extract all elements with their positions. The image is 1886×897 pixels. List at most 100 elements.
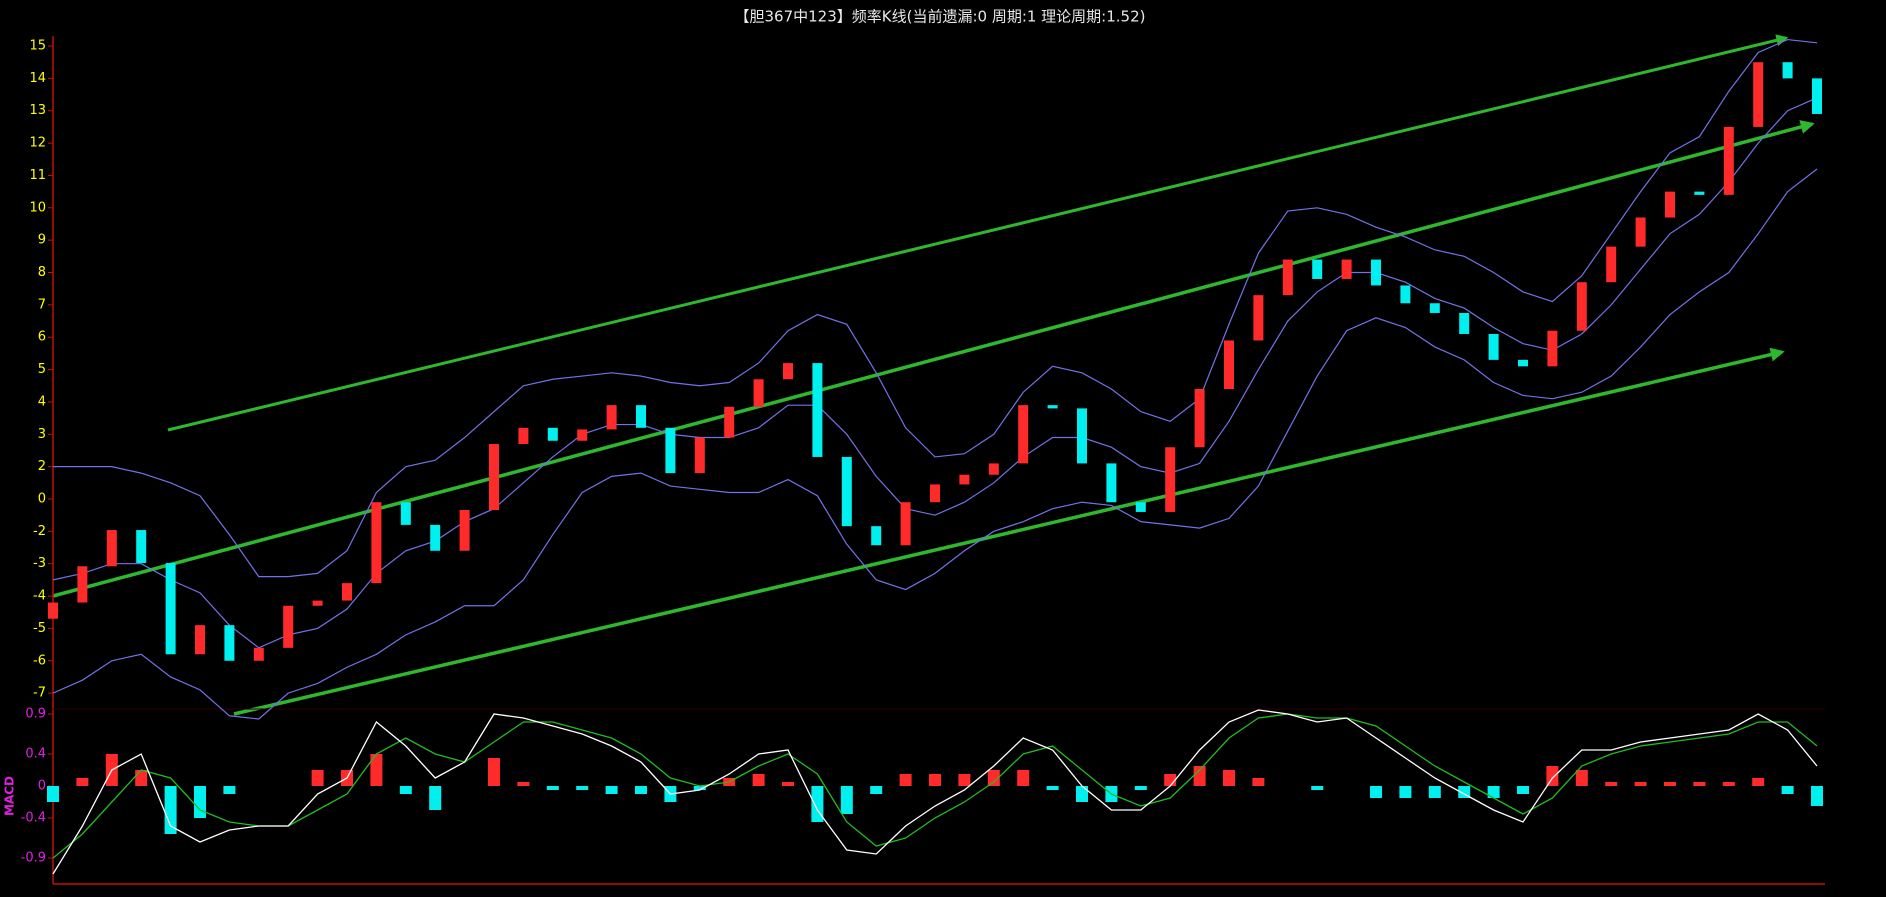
candle <box>1429 303 1440 313</box>
y-tick-label: 9 <box>38 233 46 248</box>
y-tick-label: 13 <box>29 103 46 118</box>
macd-bar <box>546 786 559 790</box>
candle <box>459 509 470 551</box>
trend-arrow <box>233 347 1785 716</box>
candle <box>1341 259 1352 279</box>
candle <box>400 502 411 525</box>
macd-bar <box>1017 770 1030 786</box>
candle <box>665 427 676 474</box>
macd-bar <box>517 782 530 786</box>
dif-line <box>52 709 1818 875</box>
dea-line <box>52 713 1818 859</box>
candle <box>577 429 588 441</box>
bollinger-middle <box>52 97 1818 649</box>
candle <box>1547 330 1558 367</box>
candle <box>1135 502 1146 512</box>
y-tick-label: 6 <box>38 330 46 345</box>
macd-bar <box>223 786 236 794</box>
candle <box>1194 388 1205 448</box>
macd-bar <box>693 786 706 790</box>
candle <box>312 600 323 606</box>
macd-bar <box>1575 770 1588 786</box>
candle <box>48 602 58 619</box>
macd-bar <box>1487 786 1500 798</box>
macd-bar <box>1134 786 1147 790</box>
candle <box>1282 259 1293 296</box>
y-tick-label: 3 <box>38 427 46 442</box>
candle <box>283 605 294 648</box>
y-tick-label: -7 <box>33 686 46 701</box>
macd-bar <box>47 786 59 802</box>
y-tick-label: -0.9 <box>21 851 46 866</box>
candle <box>1782 62 1793 79</box>
macd-bar <box>135 770 148 786</box>
candle <box>1488 333 1499 360</box>
candle <box>77 566 88 603</box>
macd-bar <box>1664 782 1676 786</box>
candle <box>724 406 735 438</box>
macd-bar <box>958 774 971 786</box>
candle <box>959 474 970 485</box>
candle <box>694 437 705 474</box>
candle <box>1635 217 1646 247</box>
macd-bar <box>752 774 765 786</box>
candle <box>636 405 646 428</box>
y-tick-label: 2 <box>38 459 46 474</box>
candle <box>1312 259 1323 279</box>
candle <box>1576 282 1587 331</box>
trend-lines <box>52 34 1815 716</box>
macd-bar <box>429 786 442 810</box>
trend-arrow <box>52 120 1815 598</box>
candle <box>106 530 117 567</box>
y-tick-label: -6 <box>33 653 46 668</box>
macd-bar <box>399 786 412 794</box>
y-tick-label: 0 <box>38 779 46 794</box>
macd-bar <box>1722 782 1735 786</box>
macd-bar <box>164 786 177 834</box>
macd-bar <box>1693 782 1706 786</box>
macd-bar <box>1370 786 1382 798</box>
candle <box>1812 78 1822 114</box>
candle <box>1106 463 1117 503</box>
y-tick-label: 7 <box>38 297 46 312</box>
macd-bar <box>870 786 883 794</box>
candle <box>1371 259 1381 286</box>
macd-bar <box>576 786 589 790</box>
y-tick-label: -4 <box>33 589 46 604</box>
candle <box>900 502 911 546</box>
macd-bar <box>1252 778 1265 786</box>
candle <box>1400 285 1411 304</box>
y-tick-label: 0.4 <box>25 747 46 762</box>
candle <box>988 463 999 475</box>
candle <box>1224 340 1234 389</box>
macd-bar <box>1193 766 1206 786</box>
candle <box>841 456 852 527</box>
candle <box>1606 246 1617 283</box>
y-tick-label: 5 <box>38 362 46 377</box>
macd-bar <box>635 786 647 794</box>
macd-bar <box>370 754 383 786</box>
candle <box>783 363 793 380</box>
candle <box>1047 405 1058 409</box>
y-tick-label: 8 <box>38 265 46 280</box>
candle <box>871 526 882 546</box>
macd-bar <box>1428 786 1441 798</box>
y-tick-label: 4 <box>38 394 46 409</box>
macd-bar <box>311 770 324 786</box>
macd-bar <box>1605 782 1618 786</box>
candle <box>1253 295 1264 341</box>
candle <box>195 625 205 655</box>
candle <box>224 625 235 661</box>
y-axis-label: MACD <box>3 776 17 816</box>
y-tick-label: -3 <box>33 556 46 571</box>
candle <box>1018 405 1029 464</box>
y-tick-label: 0.9 <box>25 707 46 722</box>
trend-arrow <box>167 34 1789 432</box>
macd-bar <box>605 786 618 794</box>
bollinger-upper <box>53 38 1818 578</box>
candle <box>165 563 176 655</box>
candle <box>1077 408 1087 464</box>
candle <box>518 427 529 444</box>
